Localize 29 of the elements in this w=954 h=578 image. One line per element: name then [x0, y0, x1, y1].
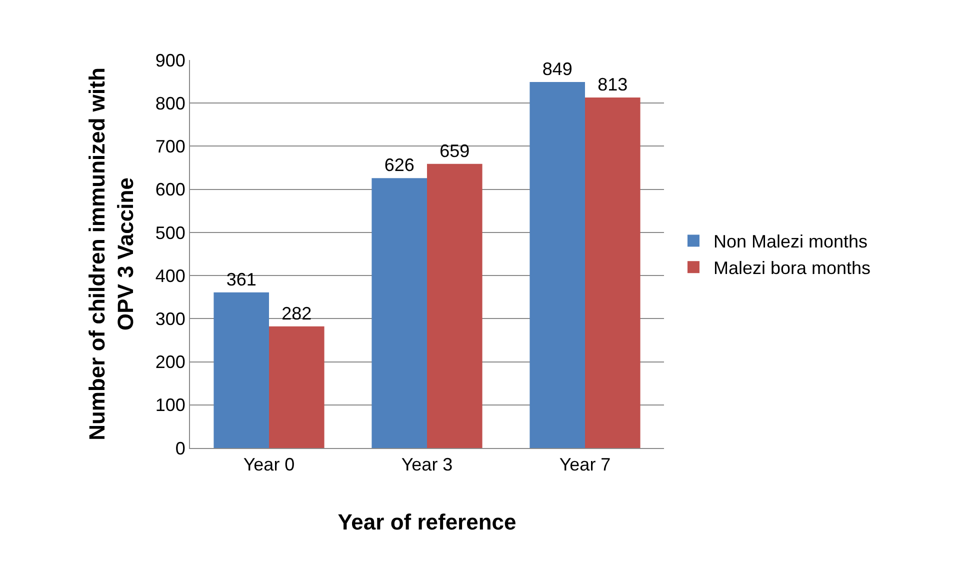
- bar: [585, 98, 640, 448]
- data-label: 626: [384, 155, 414, 176]
- legend-label: Non Malezi months: [713, 232, 868, 252]
- y-tick-label: 600: [155, 180, 186, 200]
- y-tick-label: 900: [155, 50, 186, 70]
- y-tick-label: 400: [155, 266, 186, 286]
- x-axis-title: Year of reference: [338, 510, 516, 534]
- y-tick-label: 300: [155, 308, 186, 329]
- data-label: 361: [226, 269, 256, 290]
- bar: [427, 164, 482, 448]
- x-tick-label: Year 0: [243, 454, 295, 475]
- data-label: 813: [598, 74, 628, 95]
- y-tick-label: 700: [155, 136, 186, 157]
- y-tick-label: 500: [155, 222, 186, 243]
- data-label: 282: [282, 303, 312, 324]
- y-tick-label: 800: [155, 93, 186, 114]
- bar: [214, 292, 269, 448]
- bar: [269, 326, 324, 448]
- y-tick-label: 200: [155, 352, 186, 372]
- x-tick-label: Year 3: [401, 454, 453, 475]
- y-tick-label: 100: [155, 395, 186, 416]
- bar: [530, 82, 585, 448]
- x-tick-label: Year 7: [559, 454, 611, 475]
- bar: [372, 178, 427, 448]
- y-axis-title: Number of children immunized with OPV 3 Vaccine: [84, 68, 138, 440]
- data-label: 659: [440, 140, 470, 161]
- y-tick-label: 0: [175, 438, 186, 458]
- legend-label: Malezi bora months: [713, 258, 871, 278]
- data-label: 849: [542, 58, 572, 79]
